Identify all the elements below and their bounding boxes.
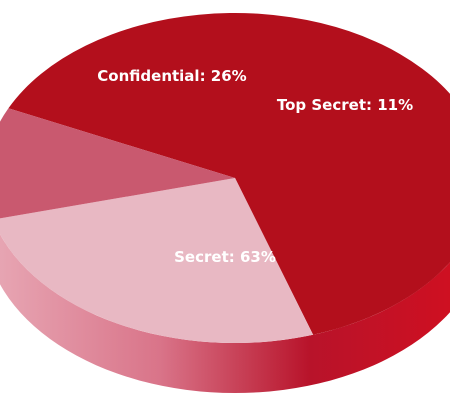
pie-label-secret: Secret: 63% <box>174 248 276 266</box>
pie-slice-confidential <box>0 178 314 343</box>
pie-label-confidential: Confidential: 26% <box>97 67 246 85</box>
pie-top <box>0 13 450 343</box>
pie-slice-secret <box>8 13 450 335</box>
pie-slice-top-secret <box>0 108 235 219</box>
pie-labels: Secret: 63% Confidential: 26% Top Secret: … <box>97 67 413 266</box>
pie-side <box>0 234 450 393</box>
pie-label-top-secret: Top Secret: 11% <box>277 96 413 114</box>
pie-side-band <box>0 234 450 393</box>
